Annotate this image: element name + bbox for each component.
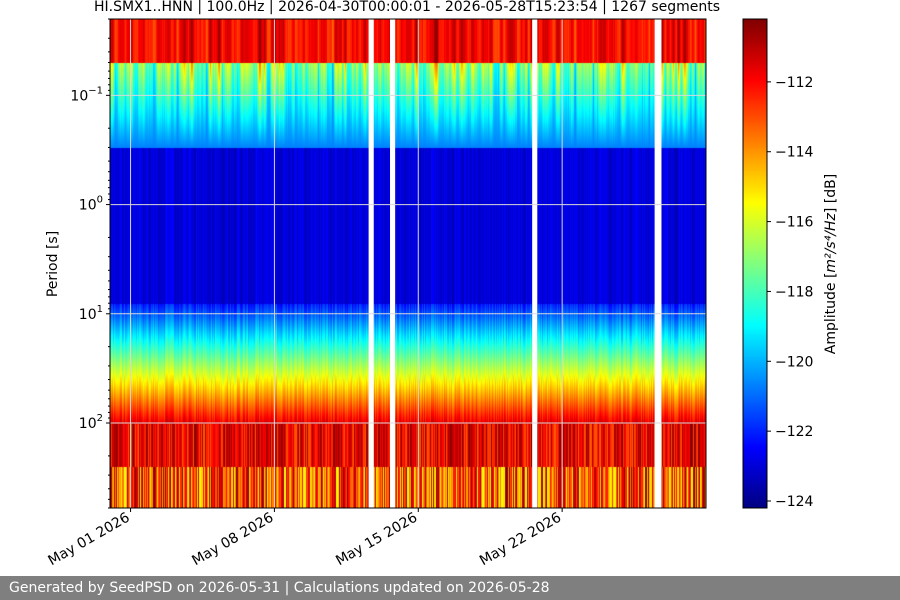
colorbar-tick-label: −122 [775,424,813,440]
colorbar-label-units: m²/s⁴/Hz [823,212,839,272]
y-axis-label: Period [s] [45,231,61,297]
y-axis: 10−1 100 101 102 [70,18,110,509]
colorbar-tick-label: −116 [775,215,814,231]
colorbar-ticks: −112 −114 −116 −118 −120 −122 −124 [767,75,814,510]
footer-bar: Generated by SeedPSD on 2026-05-31 | Cal… [0,576,900,600]
plot-frame [109,18,707,509]
data-gap [390,19,396,508]
data-gaps [368,19,662,508]
colorbar-tick-label: −118 [775,284,813,300]
grid-lines [110,19,706,508]
x-axis: May 01 2026 May 08 2026 May 15 2026 May 22 … [45,508,564,569]
x-tick-label: May 01 2026 [45,510,132,570]
colorbar-tick-label: −114 [775,145,814,161]
colorbar-tick-label: −120 [775,354,813,370]
colorbar-label-prefix: Amplitude [ [823,273,839,355]
y-tick-label: 10−1 [70,85,103,104]
y-tick-label: 100 [79,195,103,214]
colorbar-gradient [743,19,767,508]
x-tick-label: May 15 2026 [333,510,420,570]
y-tick-label: 102 [79,413,103,432]
x-tick-label: May 08 2026 [189,510,276,570]
plot-area [109,18,707,509]
colorbar: −112 −114 −116 −118 −120 −122 −124 Amplitude [… [742,18,839,510]
colorbar-frame [742,18,768,509]
footer-text: Generated by SeedPSD on 2026-05-31 | Cal… [9,580,550,596]
x-tick-label: May 22 2026 [477,510,564,570]
chart-title: HI.SMX1..HNN | 100.0Hz | 2026-04-30T00:0… [94,0,720,15]
data-gap [654,19,662,508]
colorbar-label: Amplitude [m²/s⁴/Hz] [dB] [823,174,839,354]
heatmap-canvas [110,19,706,508]
y-tick-label: 101 [79,304,103,323]
colorbar-tick-label: −112 [775,75,813,91]
data-gap [532,19,538,508]
psd-spectrogram-chart: HI.SMX1..HNN | 100.0Hz | 2026-04-30T00:0… [45,0,839,569]
colorbar-tick-label: −124 [775,494,814,510]
data-gap [368,19,374,508]
colorbar-label-suffix: ] [dB] [823,174,839,213]
